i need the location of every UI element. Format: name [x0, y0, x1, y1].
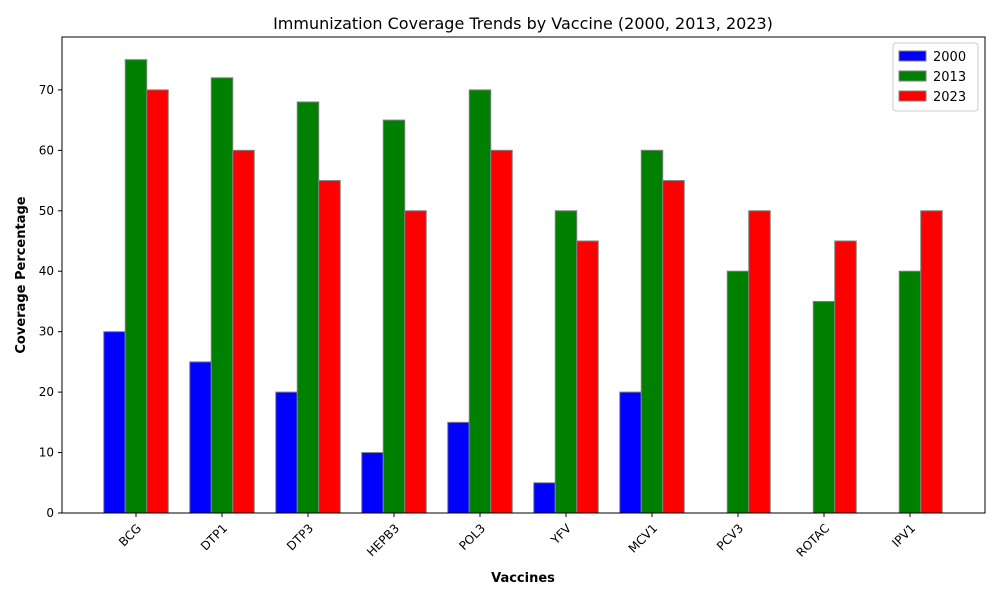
legend-swatch-2023 — [898, 90, 927, 102]
bar-2023-pol3 — [490, 149, 513, 514]
bar-2013-bcg — [124, 59, 148, 514]
bar-2023-pcv3 — [748, 210, 771, 514]
legend-label-2013: 2013 — [933, 70, 966, 85]
chart-title: Immunization Coverage Trends by Vaccine … — [273, 14, 773, 33]
bar-2000-dtp3 — [275, 391, 298, 514]
legend: 2000 2013 2023 — [892, 42, 979, 112]
legend-swatch-2013 — [898, 70, 927, 82]
bar-2000-bcg — [103, 331, 126, 514]
bar-2013-yfv — [554, 210, 578, 514]
y-tick-label: 40 — [39, 264, 54, 278]
legend-label-2000: 2000 — [933, 50, 966, 65]
bar-2000-dtp1 — [189, 361, 212, 514]
bar-2000-yfv — [533, 482, 556, 514]
bar-2000-pol3 — [447, 421, 470, 514]
bar-2023-dtp3 — [318, 180, 341, 514]
bar-2023-bcg — [146, 89, 169, 514]
plot-frame — [61, 36, 986, 514]
x-axis-label: Vaccines — [491, 571, 555, 586]
y-tick-label: 0 — [46, 506, 54, 520]
bar-2023-dtp1 — [232, 149, 255, 514]
y-axis: 0 10 20 30 40 50 60 70 — [39, 83, 62, 520]
bar-2013-dtp3 — [296, 101, 320, 514]
y-tick-label: 70 — [39, 83, 54, 97]
bar-2000-mcv1 — [619, 391, 642, 514]
bar-2023-rotac — [834, 240, 857, 514]
bar-2000-hepb3 — [361, 452, 384, 514]
y-tick-label: 20 — [39, 385, 54, 399]
bar-2013-dtp1 — [210, 77, 234, 514]
y-tick-label: 30 — [39, 325, 54, 339]
bar-2013-rotac — [812, 300, 836, 514]
y-tick-label: 50 — [39, 204, 54, 218]
bars-group — [103, 59, 943, 514]
y-axis-label: Coverage Percentage — [14, 196, 29, 353]
bar-2013-pcv3 — [726, 270, 750, 514]
bar-2013-pol3 — [468, 89, 492, 514]
legend-label-2023: 2023 — [933, 90, 966, 105]
bar-2023-ipv1 — [920, 210, 943, 514]
bar-2013-hepb3 — [382, 119, 406, 514]
legend-swatch-2000 — [898, 50, 927, 62]
bar-2023-mcv1 — [662, 180, 685, 514]
bar-2013-mcv1 — [640, 149, 664, 514]
bar-2013-ipv1 — [898, 270, 922, 514]
bar-2023-yfv — [576, 240, 599, 514]
y-tick-label: 10 — [39, 446, 54, 460]
bar-2023-hepb3 — [404, 210, 427, 514]
y-tick-label: 60 — [39, 143, 54, 157]
